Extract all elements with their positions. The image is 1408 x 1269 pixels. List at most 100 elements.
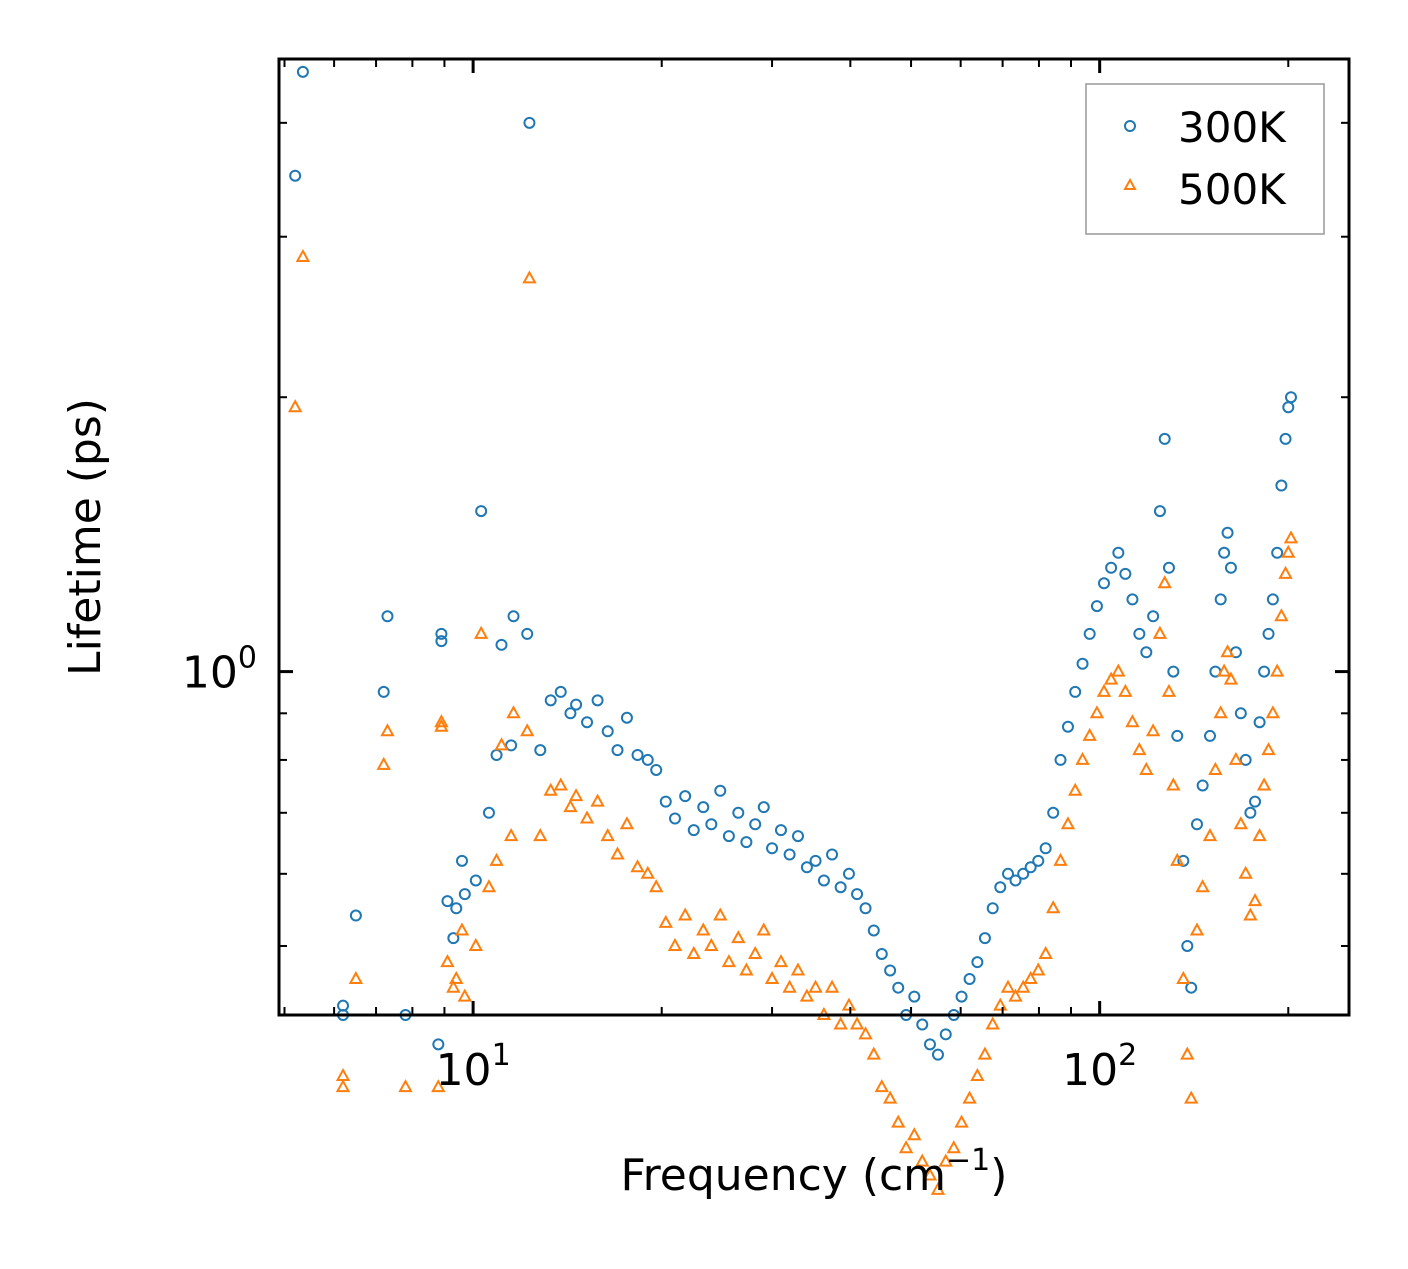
data-point-500k-108	[1189, 922, 1205, 936]
data-point-300k-106	[1181, 939, 1194, 952]
data-point-300k-35	[631, 749, 644, 762]
data-point-300k-125	[1271, 546, 1284, 559]
data-point-500k-75	[970, 1067, 985, 1082]
label-layer: 101 102 100	[182, 641, 1137, 1096]
data-point-300k-96	[1126, 593, 1139, 606]
legend-marker-300k	[1124, 120, 1136, 132]
series-layer	[287, 65, 1299, 1195]
data-point-300k-43	[705, 818, 718, 831]
data-point-500k-93	[1103, 671, 1119, 685]
data-point-500k-31	[590, 793, 605, 807]
data-point-300k-115	[1224, 561, 1237, 574]
data-point-500k-127	[1278, 565, 1293, 579]
data-point-300k-34	[620, 711, 633, 724]
data-point-300k-53	[791, 830, 804, 843]
data-point-300k-64	[884, 964, 897, 977]
data-point-300k-93	[1105, 561, 1118, 574]
data-point-500k-26	[543, 782, 558, 796]
data-point-500k-58	[833, 1016, 848, 1030]
data-point-500k-46	[731, 930, 746, 944]
data-point-500k-4	[348, 970, 364, 984]
data-point-300k-29	[570, 698, 583, 711]
data-point-500k-122	[1256, 777, 1272, 791]
data-point-500k-65	[891, 1114, 906, 1128]
data-point-300k-37	[650, 763, 663, 776]
data-point-500k-117	[1233, 816, 1249, 830]
data-point-300k-15	[458, 888, 471, 901]
data-point-500k-98	[1139, 761, 1154, 775]
data-point-500k-34	[619, 816, 635, 830]
data-point-500k-17	[473, 625, 489, 639]
data-point-500k-69	[922, 1167, 938, 1181]
data-point-500k-102	[1161, 683, 1177, 697]
data-point-300k-19	[490, 749, 503, 762]
data-point-300k-3	[337, 999, 350, 1012]
data-point-300k-118	[1239, 753, 1252, 766]
data-point-500k-50	[764, 970, 780, 984]
data-point-300k-42	[697, 801, 710, 814]
data-point-500k-49	[756, 922, 771, 936]
data-point-300k-8	[432, 1038, 445, 1051]
data-point-300k-94	[1112, 546, 1125, 559]
x-axis-title: Frequency (cm−1)	[621, 1143, 1008, 1201]
data-point-300k-4	[349, 909, 362, 922]
data-point-500k-38	[658, 914, 673, 928]
legend: 300K 500K	[1085, 83, 1325, 235]
data-point-500k-78	[993, 997, 1008, 1011]
data-point-300k-76	[978, 932, 991, 945]
data-point-500k-33	[610, 846, 625, 860]
data-point-300k-97	[1133, 627, 1146, 640]
x-axis-title-suffix: )	[990, 1150, 1007, 1201]
data-point-300k-102	[1162, 561, 1175, 574]
data-point-300k-103	[1167, 665, 1180, 678]
data-point-500k-94	[1111, 663, 1126, 677]
data-point-500k-107	[1184, 1090, 1199, 1104]
data-point-300k-86	[1054, 753, 1067, 766]
data-point-500k-35	[630, 859, 645, 873]
data-point-300k-99	[1147, 610, 1160, 623]
data-point-500k-120	[1247, 893, 1263, 907]
plot-frame	[277, 57, 1351, 1017]
data-point-500k-62	[866, 1046, 881, 1060]
data-point-300k-55	[809, 854, 822, 867]
data-point-500k-114	[1220, 644, 1235, 658]
data-point-300k-60	[851, 888, 864, 901]
data-point-300k-88	[1069, 685, 1082, 698]
data-point-300k-65	[892, 981, 905, 994]
data-point-300k-70	[931, 1048, 944, 1061]
data-point-500k-7	[398, 1079, 413, 1093]
data-point-300k-13	[450, 902, 463, 915]
data-point-300k-84	[1039, 842, 1052, 855]
data-point-300k-91	[1090, 600, 1103, 613]
data-point-300k-41	[687, 824, 700, 837]
data-point-300k-110	[1203, 729, 1216, 742]
data-point-500k-116	[1228, 751, 1244, 765]
data-point-500k-95	[1118, 683, 1133, 697]
x-axis-title-sup: −1	[946, 1143, 990, 1178]
data-point-500k-11	[440, 954, 455, 968]
data-point-500k-13	[449, 970, 464, 984]
data-point-300k-9	[435, 635, 448, 648]
data-point-500k-76	[977, 1046, 993, 1060]
data-point-300k-98	[1140, 646, 1153, 659]
data-point-300k-100	[1153, 505, 1166, 518]
data-point-300k-12	[447, 932, 460, 945]
data-point-300k-68	[916, 1018, 929, 1031]
data-point-300k-114	[1221, 526, 1234, 539]
data-point-300k-90	[1083, 627, 1096, 640]
data-point-500k-57	[824, 979, 840, 993]
data-point-300k-69	[923, 1038, 936, 1051]
data-point-300k-123	[1262, 627, 1275, 640]
data-point-300k-92	[1097, 577, 1110, 590]
data-point-500k-44	[713, 907, 728, 921]
data-point-300k-83	[1032, 854, 1045, 867]
data-point-500k-16	[468, 937, 484, 951]
data-point-500k-48	[748, 945, 763, 959]
data-point-300k-78	[994, 881, 1007, 894]
data-point-500k-43	[704, 937, 719, 951]
data-point-500k-63	[874, 1079, 889, 1093]
data-point-500k-60	[849, 1016, 865, 1030]
data-point-500k-6	[380, 723, 395, 737]
data-point-300k-56	[817, 874, 830, 887]
